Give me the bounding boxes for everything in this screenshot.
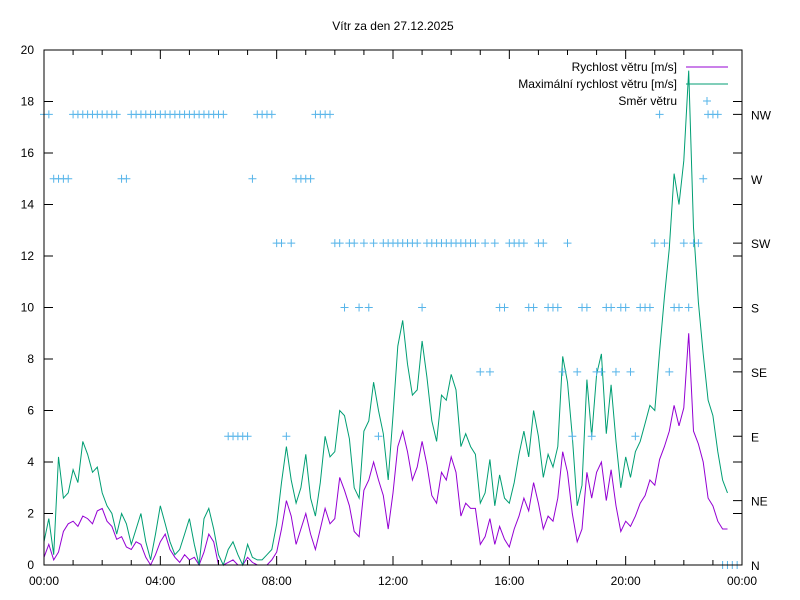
direction-point [582, 303, 591, 312]
direction-point [306, 174, 315, 183]
y-tick-label: 18 [21, 95, 35, 109]
direction-point [684, 303, 693, 312]
direction-point [243, 432, 252, 441]
direction-point [674, 303, 683, 312]
legend: Rychlost větru [m/s] Maximální rychlost … [518, 60, 728, 108]
direction-point [529, 303, 538, 312]
direction-point [519, 239, 528, 248]
y2-tick-label: SW [751, 237, 771, 251]
max-speed-line [43, 70, 728, 567]
y2-tick-label: SE [751, 366, 767, 380]
y-tick-label: 20 [21, 43, 35, 57]
direction-point [631, 432, 640, 441]
direction-point [340, 303, 349, 312]
direction-point [650, 239, 659, 248]
y-tick-label: 0 [27, 558, 34, 572]
direction-point [607, 303, 616, 312]
direction-point [553, 303, 562, 312]
direction-point [282, 432, 291, 441]
direction-point [699, 174, 708, 183]
speed-line [43, 333, 728, 567]
y-tick-label: 16 [21, 146, 35, 160]
direction-point [568, 432, 577, 441]
direction-point [64, 174, 73, 183]
direction-point [418, 303, 427, 312]
direction-point [219, 110, 228, 119]
direction-point [665, 367, 674, 376]
direction-point [621, 303, 630, 312]
direction-point [558, 367, 567, 376]
direction-point [626, 367, 635, 376]
x-tick-label: 20:00 [611, 574, 641, 588]
direction-point [645, 303, 654, 312]
legend-label-direction: Směr větru [618, 94, 677, 108]
x-tick-label: 16:00 [494, 574, 524, 588]
series-layer [40, 70, 742, 569]
direction-point [713, 110, 722, 119]
legend-swatch-direction [703, 97, 711, 105]
direction-point [655, 110, 664, 119]
direction-point [277, 239, 286, 248]
x-tick-label: 04:00 [145, 574, 175, 588]
chart-title: Vítr za den 27.12.2025 [332, 19, 454, 33]
y2-tick-label: W [751, 173, 763, 187]
x-tick-label: 00:00 [727, 574, 757, 588]
direction-point [476, 367, 485, 376]
y-tick-label: 2 [27, 507, 34, 521]
x-tick-label: 08:00 [262, 574, 292, 588]
direction-point [122, 174, 131, 183]
direction-point [325, 110, 334, 119]
direction-point [611, 367, 620, 376]
legend-label-speed: Rychlost větru [m/s] [572, 60, 677, 74]
direction-point [248, 174, 257, 183]
direction-point [490, 239, 499, 248]
legend-label-max-speed: Maximální rychlost větru [m/s] [518, 77, 677, 91]
direction-point [359, 239, 368, 248]
direction-point [335, 239, 344, 248]
direction-point [374, 432, 383, 441]
direction-point [694, 239, 703, 248]
direction-point [485, 367, 494, 376]
direction-point [350, 239, 359, 248]
x-tick-label: 12:00 [378, 574, 408, 588]
direction-point [267, 110, 276, 119]
direction-point [563, 239, 572, 248]
y2-tick-label: NW [751, 108, 772, 122]
legend-entry-max-speed: Maximální rychlost větru [m/s] [518, 77, 728, 91]
legend-entry-direction: Směr větru [618, 94, 711, 108]
x-tick-label: 00:00 [29, 574, 59, 588]
direction-point [500, 303, 509, 312]
direction-point [481, 239, 490, 248]
direction-point [287, 239, 296, 248]
y2-tick-label: NE [751, 495, 768, 509]
y-tick-label: 8 [27, 352, 34, 366]
direction-point [355, 303, 364, 312]
legend-entry-speed: Rychlost větru [m/s] [572, 60, 728, 74]
y2-tick-label: N [751, 559, 760, 573]
direction-point [539, 239, 548, 248]
direction-point [413, 239, 422, 248]
y-tick-label: 4 [27, 455, 34, 469]
direction-point [679, 239, 688, 248]
direction-point [587, 432, 596, 441]
y-tick-label: 12 [21, 249, 35, 263]
y-tick-label: 14 [21, 198, 35, 212]
y-tick-label: 10 [21, 301, 35, 315]
axes-layer: 0 2 4 6 8 10 12 14 16 18 20 N NE E SE S SW W NW 00:00 04:00 0… [21, 43, 772, 588]
direction-point [112, 110, 121, 119]
direction-point [573, 367, 582, 376]
y2-tick-label: E [751, 430, 759, 444]
direction-point [471, 239, 480, 248]
y2-tick-label: S [751, 302, 759, 316]
direction-point [369, 239, 378, 248]
direction-point [597, 367, 606, 376]
direction-point [44, 110, 53, 119]
direction-point [660, 239, 669, 248]
y-tick-label: 6 [27, 404, 34, 418]
direction-point [364, 303, 373, 312]
